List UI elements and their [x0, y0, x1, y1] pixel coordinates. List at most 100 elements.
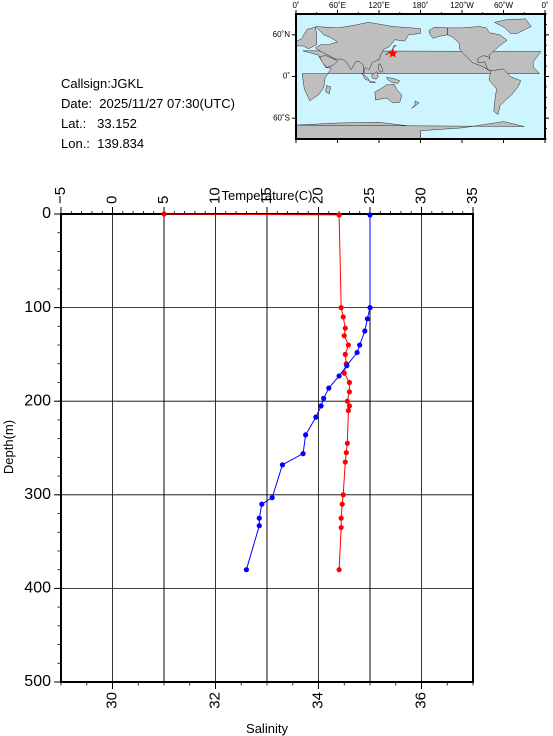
salinity-data-point: [300, 451, 306, 457]
land-polygon: [378, 63, 384, 73]
depth-tick-label: 400: [24, 580, 51, 597]
temperature-data-point: [341, 370, 347, 376]
temperature-tick-label: 25: [361, 187, 378, 204]
depth-axis-label: Depth(m): [1, 420, 16, 474]
salinity-data-point: [303, 432, 309, 438]
salinity-data-point: [256, 515, 262, 521]
salinity-data-point: [367, 212, 373, 218]
land-polygon: [314, 22, 421, 74]
land-polygon: [295, 26, 317, 49]
temperature-data-point: [341, 333, 347, 339]
depth-tick-label: 300: [24, 486, 51, 503]
land-polygon: [488, 68, 522, 116]
land-polygon: [371, 71, 379, 80]
salinity-tick-label: 36: [412, 692, 429, 709]
temperature-data-point: [342, 351, 348, 357]
callsign-label: Callsign:JGKL: [61, 76, 144, 91]
salinity-data-point: [326, 385, 332, 391]
date-label: Date: 2025/11/27 07:30(UTC): [61, 96, 235, 111]
depth-tick-label: 500: [24, 673, 51, 690]
salinity-data-point: [354, 349, 360, 356]
land-polygon: [386, 76, 401, 84]
land-polygon: [325, 85, 331, 95]
temperature-axis-label: Temperature(C): [221, 188, 312, 203]
lon-label: Lon.: 139.834: [61, 136, 145, 151]
grid: [61, 214, 473, 682]
land-polygon: [411, 100, 420, 109]
map-ticks: 0˚ 60˚E 120˚E 180˚ 120˚W 60˚W 0˚ 60˚N 0˚ 60˚S: [273, 1, 549, 143]
salinity-data-point: [364, 316, 371, 322]
salinity-data-point: [243, 567, 249, 573]
temperature-data-point: [342, 325, 348, 331]
temperature-tick-label: 10: [206, 187, 223, 204]
temperature-data-point: [343, 450, 349, 456]
world-map: 0˚ 60˚E 120˚E 180˚ 120˚W 60˚W 0˚ 60˚N 0˚ 60˚S: [273, 1, 549, 143]
depth-tick-label: 200: [24, 392, 51, 409]
map-lon-label: 120˚W: [450, 1, 474, 10]
temperature-data-point: [336, 567, 342, 573]
temperature-data-point: [342, 459, 348, 465]
temperature-data-point: [346, 403, 352, 409]
map-lon-label: 0˚: [541, 1, 548, 10]
temperature-profile-line: [163, 213, 350, 570]
temperature-data-point: [344, 440, 350, 446]
salinity-data-point: [259, 501, 265, 507]
map-lat-label: 0˚: [283, 72, 290, 81]
temperature-data-point: [345, 342, 351, 348]
temperature-data-point: [344, 398, 350, 404]
map-lon-label: 60˚E: [329, 1, 346, 10]
salinity-data-point: [344, 363, 350, 369]
temperature-data-point: [346, 379, 352, 386]
salinity-data-point: [269, 495, 275, 501]
temperature-tick-label: 0: [103, 196, 120, 204]
map-lon-label: 60˚W: [494, 1, 514, 10]
salinity-data-point: [362, 328, 368, 334]
salinity-tick-label: 32: [206, 692, 223, 709]
series-layer: [161, 211, 373, 573]
salinity-axis-label: Salinity: [246, 721, 288, 736]
temperature-tick-label: 20: [309, 187, 326, 204]
map-lat-label: 60˚S: [273, 113, 290, 122]
temperature-data-point: [336, 212, 342, 218]
depth-tick-label: 0: [42, 205, 51, 222]
land-polygon: [428, 26, 448, 39]
temperature-data-point: [346, 389, 352, 395]
land-polygon: [361, 72, 370, 82]
land-polygon: [374, 83, 403, 104]
map-lon-label: 0˚: [292, 1, 299, 10]
temperature-data-point: [338, 515, 344, 521]
temperature-data-point: [345, 407, 351, 414]
temperature-tick-label: 35: [464, 187, 481, 204]
map-land: [295, 18, 542, 140]
land-polygon: [369, 81, 376, 84]
star-icon: [388, 48, 398, 58]
temperature-tick-label: 5: [155, 196, 172, 204]
salinity-data-point: [256, 523, 262, 529]
temperature-data-point: [340, 492, 346, 498]
map-lat-label: 60˚N: [273, 30, 291, 39]
station-info: Callsign:JGKL Date: 2025/11/27 07:30(UTC…: [61, 74, 235, 154]
land-polygon: [493, 18, 532, 34]
temperature-tick-label: 15: [258, 187, 275, 204]
salinity-data-point: [336, 373, 342, 379]
temperature-data-point: [338, 305, 344, 311]
map-lon-label: 120˚E: [368, 1, 389, 10]
salinity-tick-label: 30: [103, 692, 120, 709]
salinity-data-point: [318, 403, 324, 409]
salinity-tick-label: 34: [309, 692, 326, 709]
map-lon-label: 180˚: [412, 1, 428, 10]
land-polygon: [447, 26, 508, 72]
salinity-data-point: [321, 395, 327, 401]
salinity-data-point: [313, 414, 319, 420]
temperature-tick-label: −5: [52, 187, 69, 204]
salinity-data-point: [357, 342, 363, 348]
temperature-data-point: [339, 501, 345, 507]
salinity-data-point: [279, 462, 286, 468]
temperature-data-point: [161, 211, 167, 217]
land-polygon: [319, 55, 338, 68]
depth-tick-label: 100: [24, 299, 51, 316]
salinity-data-point: [367, 305, 373, 311]
